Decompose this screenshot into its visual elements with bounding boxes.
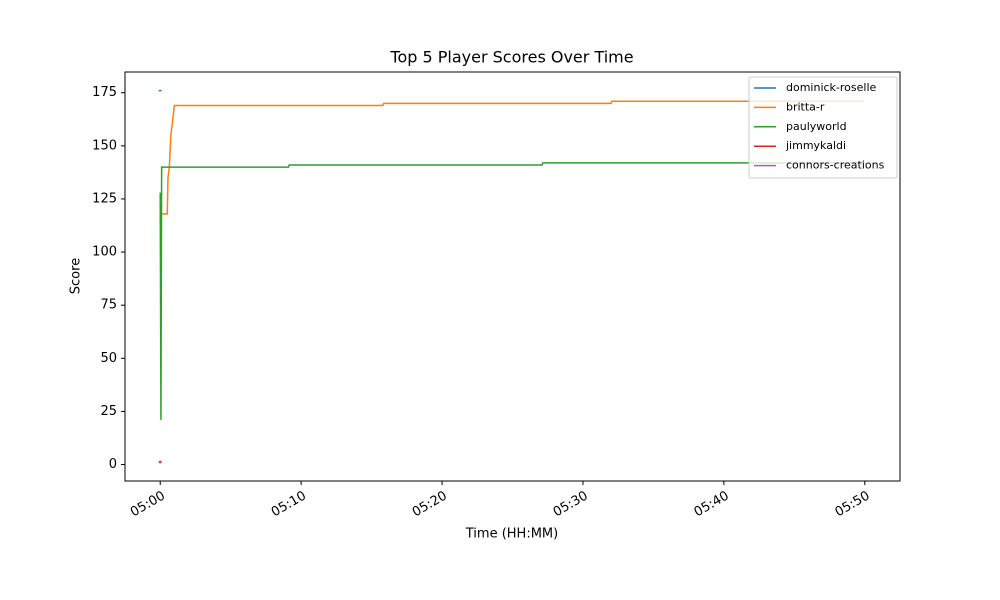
x-tick-label: 05:30 — [551, 489, 591, 521]
x-tick-label: 05:20 — [410, 489, 450, 521]
y-axis-label: Score — [69, 258, 84, 294]
y-tick-label: 150 — [92, 138, 117, 153]
x-tick-label: 05:50 — [833, 489, 873, 521]
legend-box — [748, 76, 898, 179]
y-tick-label: 50 — [100, 351, 117, 366]
series-line — [159, 162, 865, 420]
y-tick-label: 0 — [109, 457, 117, 472]
legend-label: paulyworld — [786, 120, 847, 133]
x-tick-label: 05:00 — [128, 489, 168, 521]
legend-label: jimmykaldi — [785, 139, 846, 152]
y-tick-label: 100 — [92, 245, 117, 260]
x-tick-label: 05:40 — [692, 489, 732, 521]
y-tick-label: 75 — [100, 298, 117, 313]
plot-frame — [124, 71, 901, 482]
x-axis-label: Time (HH:MM) — [465, 527, 558, 542]
y-tick-label: 175 — [92, 85, 117, 100]
series-line — [162, 100, 865, 215]
y-tick-label: 25 — [100, 404, 117, 419]
legend-label: britta-r — [786, 100, 825, 113]
legend-label: connors-creations — [786, 159, 885, 172]
y-tick-label: 125 — [92, 191, 117, 206]
legend-label: dominick-roselle — [786, 81, 877, 94]
chart-title: Top 5 Player Scores Over Time — [389, 48, 633, 67]
x-tick-label: 05:10 — [269, 489, 309, 521]
